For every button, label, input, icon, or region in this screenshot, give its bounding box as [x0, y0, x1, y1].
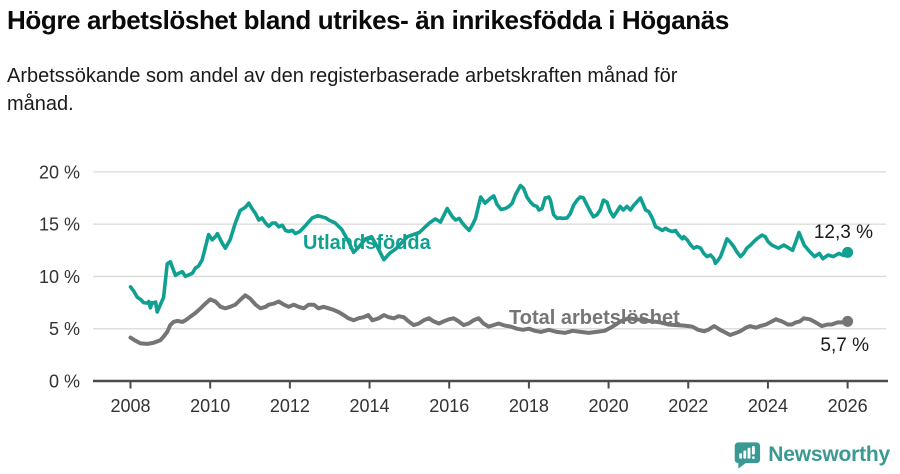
newsworthy-icon: [732, 441, 761, 469]
x-tick-label-2008: 2008: [110, 396, 150, 416]
series-end-dot-utlandsfodda: [842, 246, 854, 258]
page-title: Högre arbetslöshet bland utrikes- än inr…: [7, 5, 729, 35]
series-end-dot-total: [842, 315, 854, 327]
x-tick-label-2016: 2016: [429, 396, 469, 416]
x-tick-label-2026: 2026: [828, 396, 868, 416]
series-group: [128, 183, 854, 346]
y-tick-label-10: 10 %: [39, 267, 80, 287]
x-tick-label-2014: 2014: [350, 396, 390, 416]
series-label-utlandsfodda: Utlandsfödda: [303, 232, 432, 254]
series-line-total: [128, 293, 850, 346]
end-value-label-utlandsfodda: 12,3 %: [814, 222, 873, 243]
newsworthy-wordmark: Newsworthy: [768, 443, 890, 466]
x-tick-label-2012: 2012: [270, 396, 310, 416]
x-tick-label-2010: 2010: [190, 396, 230, 416]
series-label-total: Total arbetslöshet: [509, 307, 680, 329]
x-tick-label-2022: 2022: [668, 396, 708, 416]
chart-subtitle: Arbetssökande som andel av den registerb…: [7, 65, 678, 115]
end-value-label-total: 5,7 %: [820, 335, 869, 356]
y-tick-label-20: 20 %: [39, 162, 80, 182]
x-tick-label-2024: 2024: [748, 396, 788, 416]
newsworthy-logo[interactable]: Newsworthy: [732, 441, 890, 469]
y-tick-label-0: 0 %: [49, 372, 80, 392]
y-tick-label-15: 15 %: [39, 215, 80, 235]
axis-group: 0 % 5 % 10 % 15 % 20 % 2008 2010 2012 2014 2016 20…: [39, 162, 888, 416]
x-tick-label-2018: 2018: [509, 396, 549, 416]
y-tick-label-5: 5 %: [49, 319, 80, 339]
x-tick-label-2020: 2020: [589, 396, 629, 416]
series-line-utlandsfodda: [128, 183, 850, 314]
gridlines-group: [93, 171, 886, 330]
